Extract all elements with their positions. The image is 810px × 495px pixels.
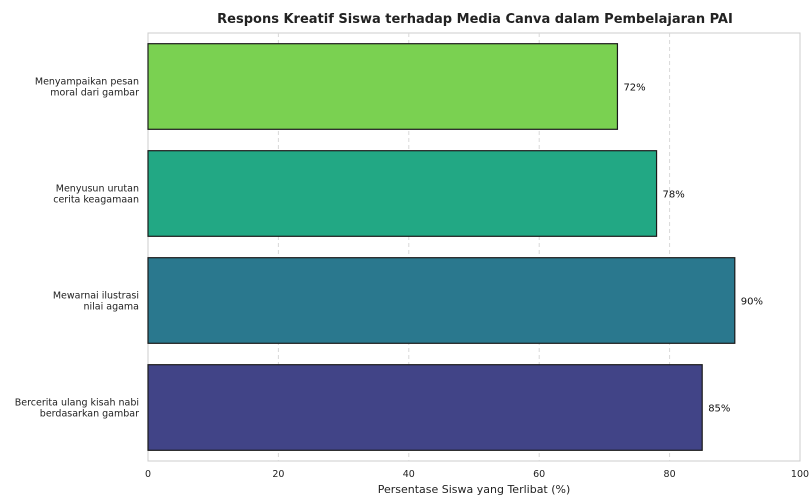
data-label: 72% (623, 83, 645, 94)
x-tick-label: 80 (664, 469, 676, 480)
data-label: 90% (741, 297, 763, 308)
y-tick-label: Menyampaikan pesan (35, 77, 139, 88)
x-tick-label: 40 (403, 469, 415, 480)
x-axis-label: Persentase Siswa yang Terlibat (%) (378, 483, 571, 495)
bar (147, 364, 703, 451)
x-tick-label: 0 (145, 469, 151, 480)
bar (147, 43, 619, 130)
x-tick-label: 100 (791, 469, 809, 480)
data-label: 85% (708, 404, 730, 415)
y-tick-label: Bercerita ulang kisah nabi (15, 398, 139, 409)
bar (147, 257, 736, 344)
x-tick-label: 60 (533, 469, 545, 480)
y-tick-label: nilai agama (83, 302, 139, 313)
y-tick-label: berdasarkan gambar (40, 409, 139, 420)
y-tick-label: moral dari gambar (50, 88, 139, 99)
bars: 72% 78% 90% 85% (147, 43, 763, 451)
y-tick-label: cerita keagamaan (53, 195, 139, 206)
chart-title: Respons Kreatif Siswa terhadap Media Can… (217, 12, 733, 27)
x-tick-labels: 0 20 40 60 80 100 (145, 469, 809, 480)
x-tick-label: 20 (272, 469, 284, 480)
y-tick-label: Mewarnai ilustrasi (53, 291, 139, 302)
bar (147, 150, 658, 237)
data-label: 78% (663, 190, 685, 201)
y-tick-label: Menyusun urutan (56, 184, 139, 195)
